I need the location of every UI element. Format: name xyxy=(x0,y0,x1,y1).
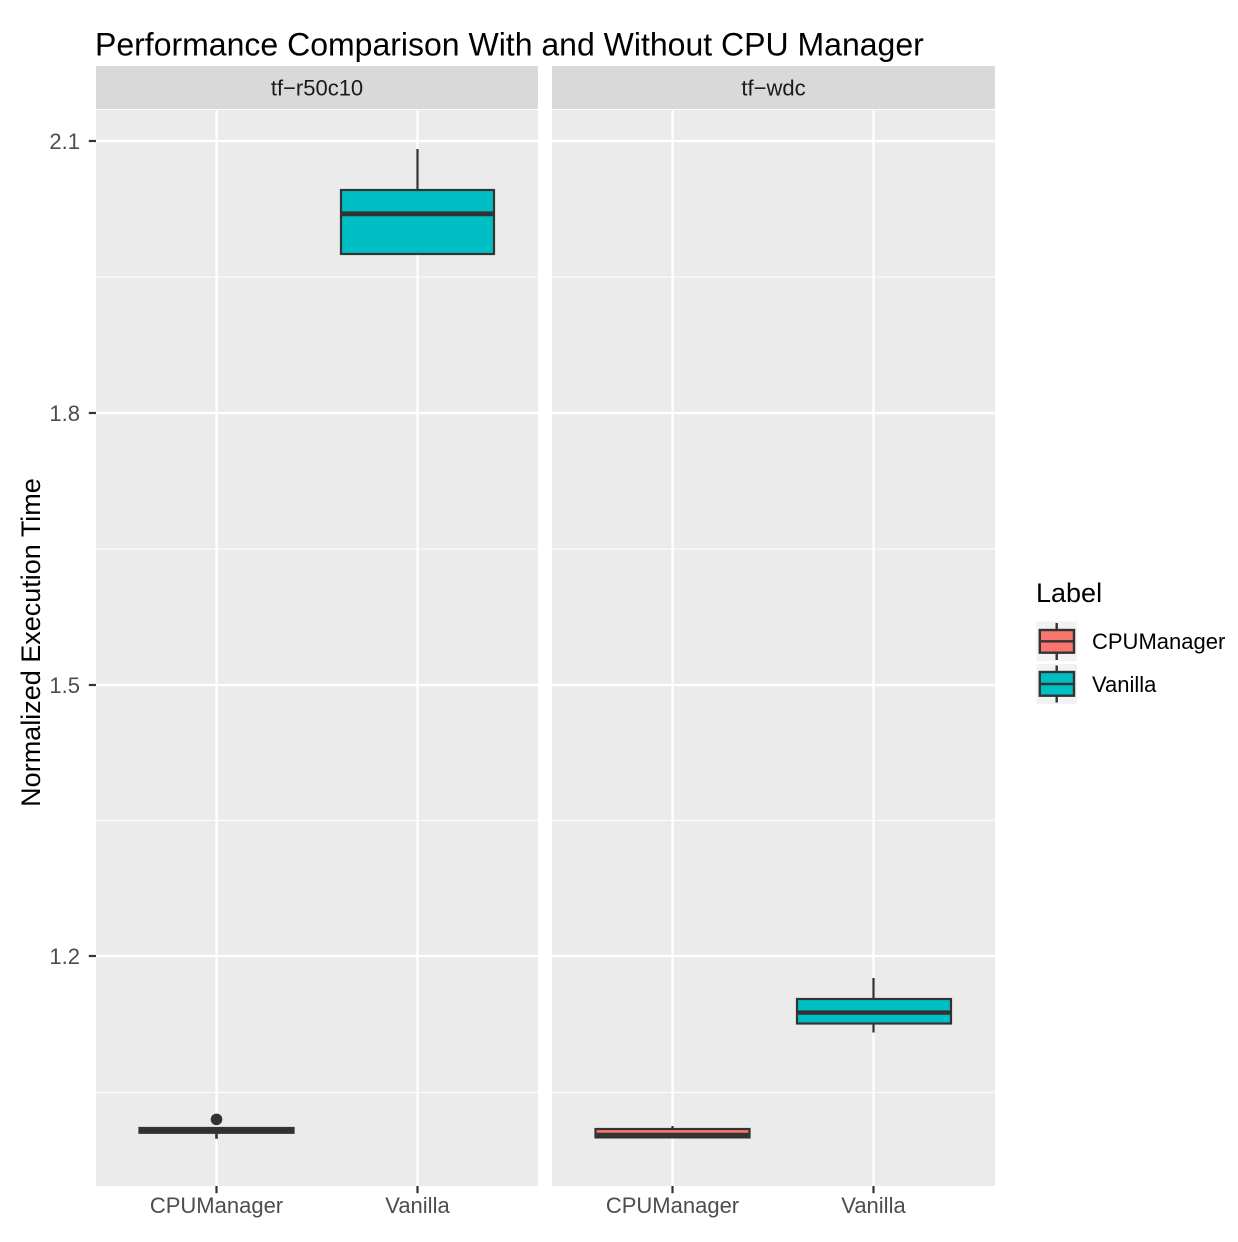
svg-text:Label: Label xyxy=(1036,578,1102,608)
svg-text:Performance Comparison With an: Performance Comparison With and Without … xyxy=(95,27,924,63)
svg-text:Vanilla: Vanilla xyxy=(841,1193,906,1218)
svg-text:CPUManager: CPUManager xyxy=(1092,629,1225,654)
svg-text:tf−wdc: tf−wdc xyxy=(741,76,805,101)
svg-text:Vanilla: Vanilla xyxy=(385,1193,450,1218)
svg-text:1.5: 1.5 xyxy=(49,673,80,698)
svg-text:CPUManager: CPUManager xyxy=(150,1193,283,1218)
svg-text:1.2: 1.2 xyxy=(49,944,80,969)
svg-text:Vanilla: Vanilla xyxy=(1092,672,1157,697)
svg-text:1.8: 1.8 xyxy=(49,401,80,426)
svg-text:tf−r50c10: tf−r50c10 xyxy=(271,76,363,101)
svg-text:CPUManager: CPUManager xyxy=(606,1193,739,1218)
svg-text:Normalized Execution Time: Normalized Execution Time xyxy=(16,478,46,807)
svg-text:2.1: 2.1 xyxy=(49,129,80,154)
